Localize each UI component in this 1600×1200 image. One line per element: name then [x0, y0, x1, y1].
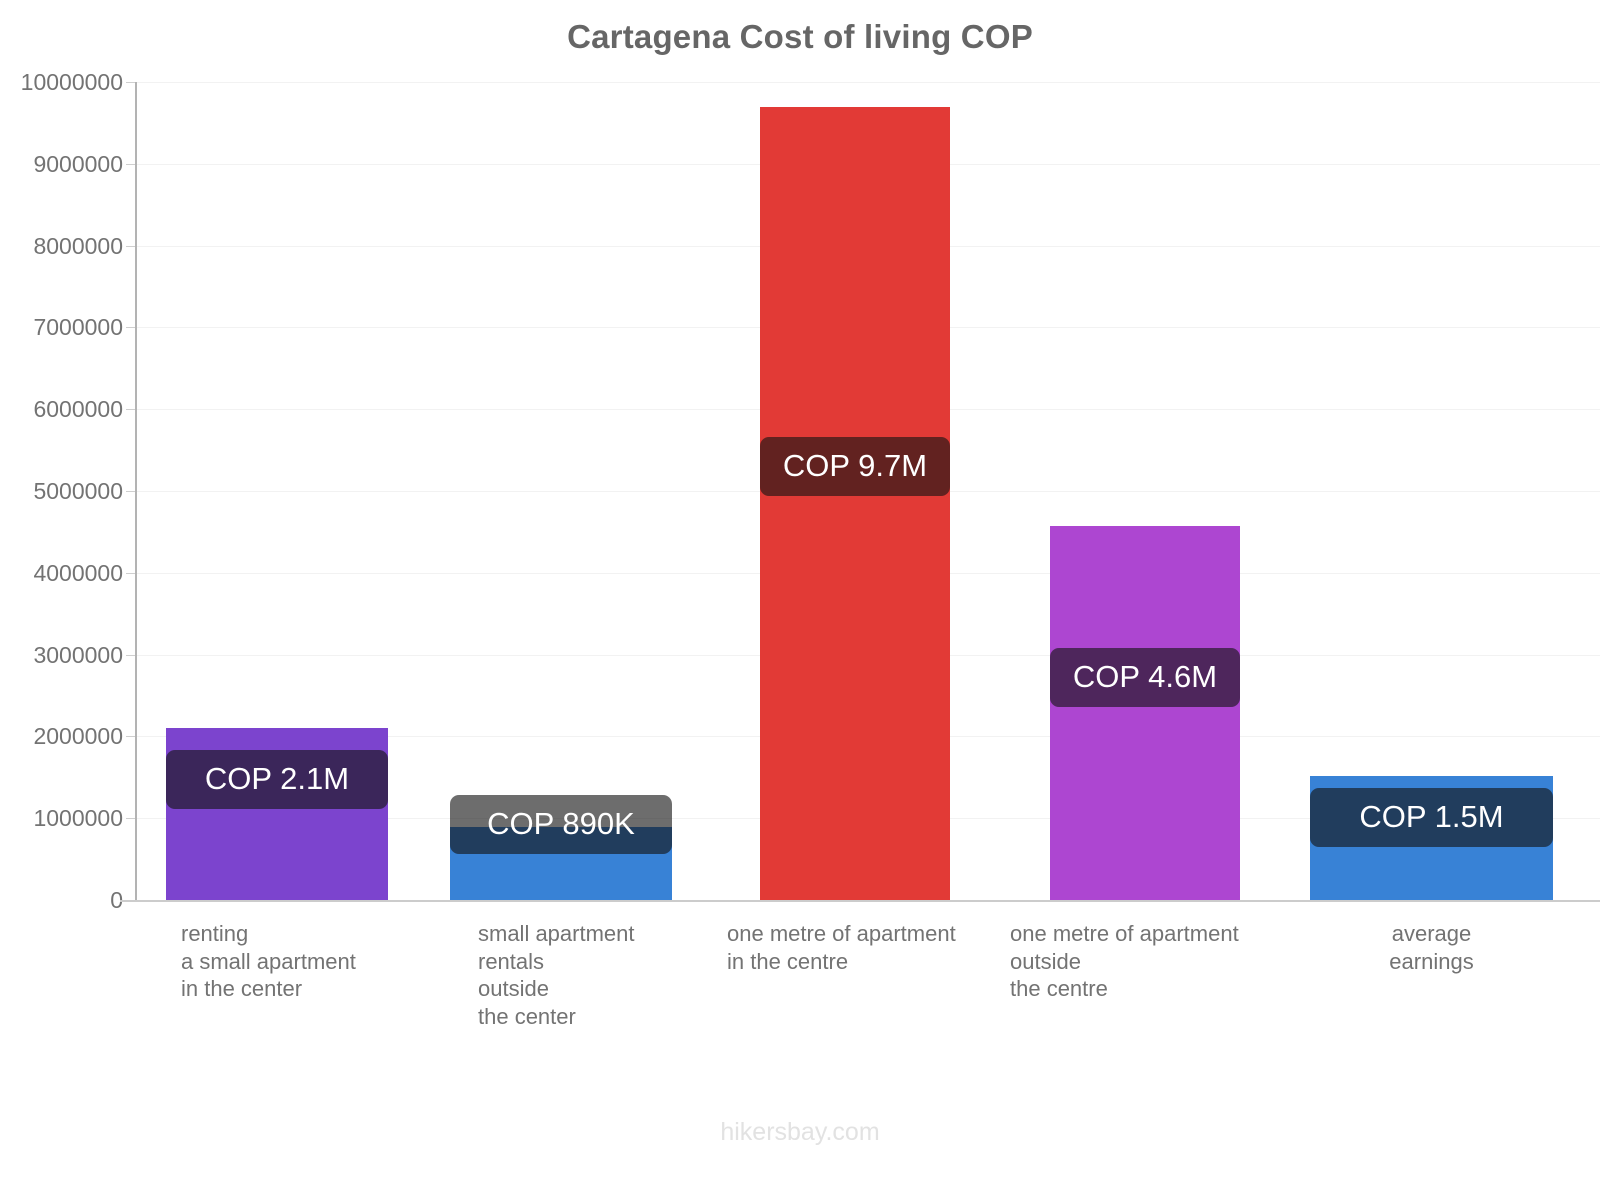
footer-credit: hikersbay.com [720, 1118, 880, 1146]
y-axis-tick [126, 818, 135, 819]
y-axis-line [135, 82, 137, 900]
y-axis-tick-label: 0 [110, 887, 123, 913]
y-axis-tick-label: 5000000 [33, 478, 123, 504]
y-axis-tick-label: 3000000 [33, 642, 123, 668]
y-axis-tick-label: 9000000 [33, 151, 123, 177]
chart-title: Cartagena Cost of living COP [567, 18, 1033, 55]
y-axis-tick-label: 1000000 [33, 805, 123, 831]
x-axis-label-line: renting [181, 921, 249, 946]
bar-value-label-4: COP 4.6M [1050, 648, 1240, 707]
y-axis-tick [126, 573, 135, 574]
y-axis-tick-label: 8000000 [33, 233, 123, 259]
x-axis-line [120, 900, 1600, 902]
y-axis-tick [126, 736, 135, 737]
y-axis-tick-label: 10000000 [20, 69, 123, 95]
bar-3[interactable] [760, 107, 950, 900]
x-axis-label-line: rentals [478, 948, 545, 974]
y-axis-tick [126, 164, 135, 165]
x-axis-label-line: a small apartment [181, 948, 356, 974]
x-axis-label-3: one metre of apartment in the centre [727, 920, 1047, 975]
x-axis-label-line: one metre of apartment [727, 921, 956, 946]
y-axis-tick-label: 2000000 [33, 723, 123, 749]
bar-value-label-2: COP 890K [450, 795, 672, 854]
y-axis-tick-label: 7000000 [33, 314, 123, 340]
x-axis-label-line: earnings [1389, 948, 1474, 974]
y-axis-tick [126, 246, 135, 247]
x-axis-label-line: one metre of apartment [1010, 921, 1239, 946]
x-axis-label-line: the center [478, 1003, 576, 1029]
bar-value-label-3: COP 9.7M [760, 437, 950, 496]
x-axis-label-line: in the center [181, 976, 303, 1001]
x-axis-label-1: renting a small apartment in the center [181, 920, 481, 1003]
x-axis-label-line: in the centre [727, 948, 849, 974]
bar-value-label-5: COP 1.5M [1310, 788, 1553, 847]
x-axis-label-line: average [1391, 921, 1472, 946]
x-axis-label-line: small apartment [478, 921, 635, 946]
x-axis-label-4: one metre of apartment outside the centre [1010, 920, 1330, 1003]
y-axis-tick-label: 6000000 [33, 396, 123, 422]
gridline [136, 82, 1600, 83]
y-axis-tick [126, 82, 135, 83]
x-axis-label-line: outside [1010, 948, 1081, 974]
y-axis-tick [126, 491, 135, 492]
y-axis-tick [126, 655, 135, 656]
bar-value-label-1: COP 2.1M [166, 750, 388, 809]
x-axis-label-line: the centre [1010, 976, 1108, 1001]
x-axis-label-line: outside [478, 976, 549, 1001]
y-axis-tick [126, 409, 135, 410]
bar-4[interactable] [1050, 526, 1240, 900]
x-axis-label-2: small apartment rentals outside the center [478, 920, 778, 1030]
x-axis-label-5: average earnings [1310, 920, 1553, 975]
y-axis-tick-label: 4000000 [33, 560, 123, 586]
y-axis-tick [126, 327, 135, 328]
